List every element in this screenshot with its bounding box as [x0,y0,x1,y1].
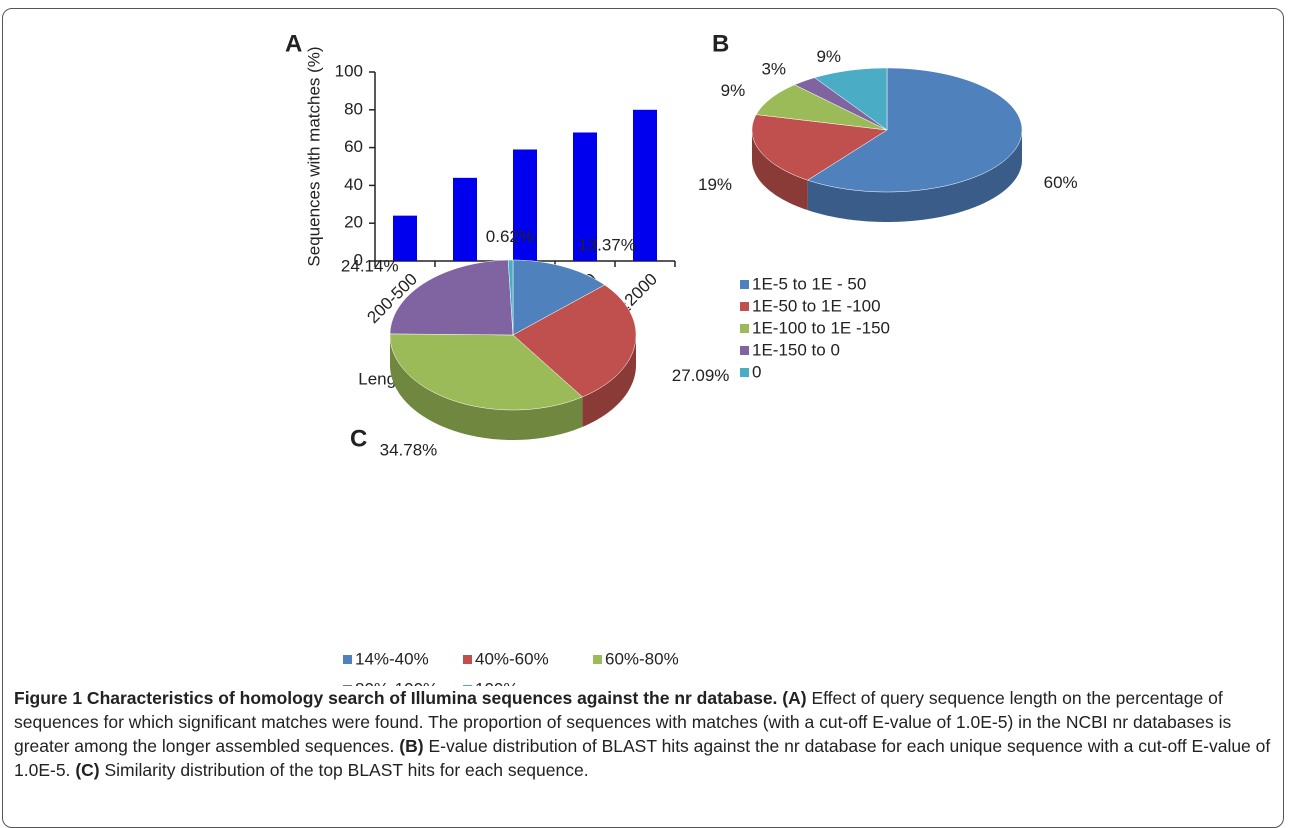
y-tick-label: 100 [335,61,363,80]
y-axis-label: Sequences with matches (%) [304,46,323,266]
legend-swatch [740,302,749,311]
pie-slice [793,77,888,131]
legend-swatch [343,655,352,664]
legend-label: 1E-5 to 1E - 50 [752,274,866,293]
y-tick-label: 80 [344,99,363,118]
legend-swatch [740,368,749,377]
panel-label: C [350,425,367,452]
data-label: 24.14% [341,256,399,275]
legend-label: 1E-150 to 0 [752,340,840,359]
pie-slice [389,259,514,336]
y-tick-label: 40 [344,175,363,194]
pie-slice [512,284,637,398]
legend-swatch [463,655,472,664]
legend-label: 1E-50 to 1E -100 [752,296,881,315]
legend-label: 14%-40% [355,649,429,668]
data-label: 34.78% [380,440,438,459]
legend-label: 60%-80% [605,649,679,668]
bar [393,215,417,261]
pie-slice [512,259,606,336]
pie-slice [814,67,888,131]
panel-label: B [712,30,729,57]
pie-side [807,130,1022,222]
panel-label: A [285,30,302,57]
pie-side [582,335,636,427]
bar [573,132,597,261]
legend-swatch [463,685,472,686]
legend-label: 80%-100% [355,679,438,686]
bar [453,177,477,261]
legend-swatch [740,324,749,333]
caption-text: E-value distribution of BLAST hits again… [14,736,1271,780]
pie-side [752,130,808,211]
pie-slice [507,259,514,336]
legend-label: 100% [475,679,518,686]
pie-slice [807,67,1023,193]
y-tick-label: 20 [344,213,363,232]
caption-label: (B) [399,736,424,756]
figure: A020406080100200-500500-10001000-1500150… [285,30,1078,686]
data-label: 0.62% [486,227,534,246]
data-label: 60% [1044,173,1078,192]
data-label: 13.37% [578,235,636,254]
y-tick-label: 0 [354,250,363,269]
caption-label: (A) [782,688,807,708]
legend-label: 40%-60% [475,649,549,668]
y-tick-label: 60 [344,137,363,156]
caption-title: Figure 1 Characteristics of homology sea… [14,688,778,708]
legend-swatch [343,685,352,686]
caption: Figure 1 Characteristics of homology sea… [14,686,1276,782]
pie-slice [751,114,888,181]
bar [513,149,537,261]
bar [633,109,657,261]
data-label: 19% [698,175,732,194]
caption-text: Similarity distribution of the top BLAST… [104,760,589,780]
data-label: 27.09% [672,366,730,385]
pie-side [390,335,583,440]
data-label: 3% [761,60,786,79]
legend-swatch [740,280,749,289]
data-label: 9% [721,81,746,100]
pie-slice [755,84,888,131]
legend-label: 1E-100 to 1E -150 [752,318,890,337]
legend-label: 0 [752,362,761,381]
pie-slice [389,333,583,411]
caption-label: (C) [75,760,100,780]
data-label: 9% [816,47,841,66]
legend-swatch [593,655,602,664]
caption-text: Effect of query sequence length on the p… [14,688,1232,756]
legend-swatch [740,346,749,355]
